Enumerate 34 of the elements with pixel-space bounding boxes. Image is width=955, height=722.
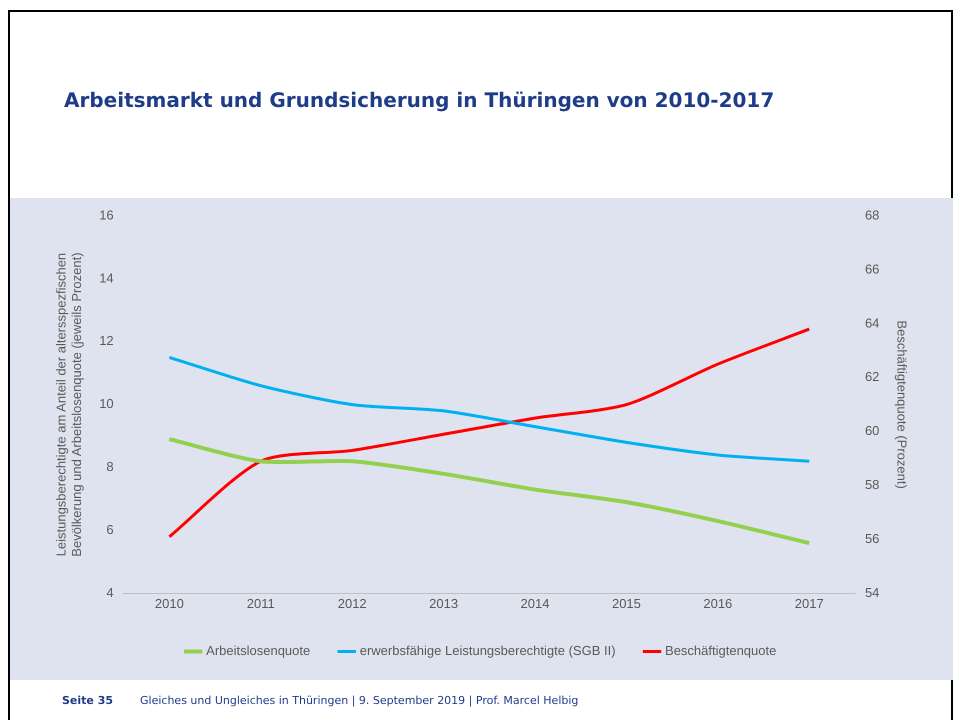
line-series (168, 356, 811, 463)
legend-label: Arbeitslosenquote (206, 643, 310, 658)
y2-tick-label: 60 (864, 423, 880, 438)
x-tick-label: 2017 (794, 596, 824, 611)
y-tick-label: 6 (106, 522, 114, 538)
text: Gleiches und Ungleiches in Thüringen | 9. September 2019 | Prof. Marcel Helbig (140, 694, 578, 707)
legend-label: erwerbsfähige Leistungsberechtigte (SGB II) (360, 643, 616, 658)
y-axis-title: Leistungsberechtigte am Anteil der altersspezfischen Bevölkerung und Arbeitslosenquote (jeweils Prozent) (53, 252, 84, 557)
y2-tick-label: 64 (864, 315, 880, 330)
text: Seite 35 (62, 694, 114, 707)
y-tick-label: 8 (106, 459, 114, 474)
y2-tick-label: 62 (864, 369, 880, 384)
chart-title: Arbeitsmarkt und Grundsicherung in Thüringen von 2010-2017 (64, 88, 774, 112)
x-tick-label: 2011 (246, 596, 275, 611)
y2-tick-label: 58 (864, 477, 880, 492)
x-tick-label: 2014 (520, 596, 550, 611)
y2-tick-label: 66 (864, 261, 880, 276)
y2-tick-label: 56 (864, 531, 880, 546)
y-tick-label: 10 (99, 396, 114, 412)
x-tick-label: 2010 (154, 596, 184, 611)
x-tick-label: 2016 (703, 596, 732, 611)
y2-tick-label: 54 (864, 584, 880, 600)
legend-label: Beschäftigtenquote (665, 643, 776, 658)
line-series (167, 437, 812, 546)
y2-tick-label: 68 (864, 207, 880, 222)
y-tick-label: 14 (99, 270, 114, 286)
y-tick-label: 16 (99, 207, 114, 222)
x-tick-label: 2015 (612, 596, 641, 611)
x-tick-label: 2013 (429, 596, 458, 611)
x-tick-label: 2012 (338, 596, 367, 611)
line-series (168, 328, 811, 538)
y-tick-label: 12 (99, 333, 114, 348)
y2-axis-title: Beschäftigtenquote (Prozent) (894, 320, 910, 489)
y-tick-label: 4 (106, 584, 114, 600)
